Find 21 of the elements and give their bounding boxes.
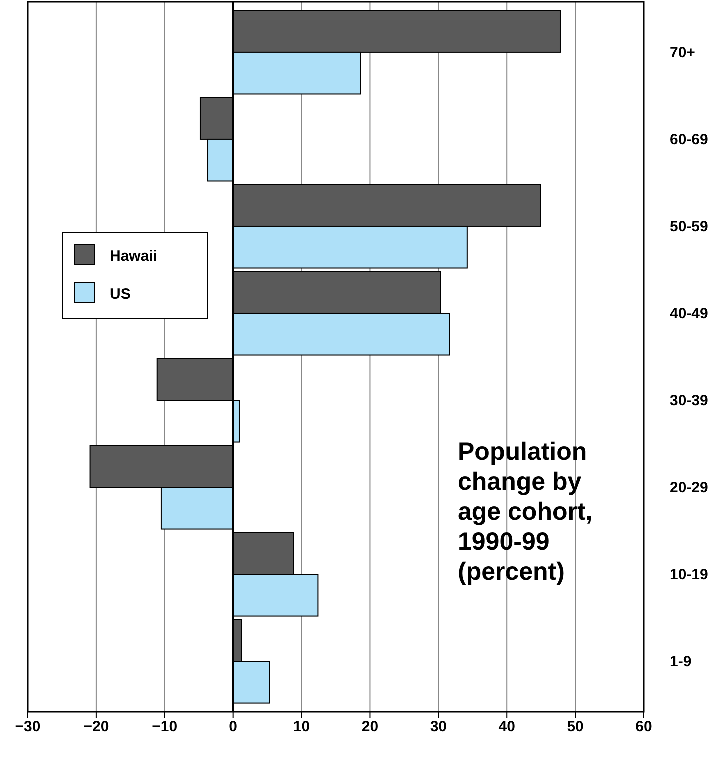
- y-tick-label: 20-29: [670, 479, 708, 496]
- legend-label: Hawaii: [110, 248, 158, 265]
- text: Population change by age cohort, 1990-99 (percent): [458, 438, 593, 586]
- y-tick-label: 60-69: [670, 131, 708, 148]
- x-tick-label: 60: [636, 718, 652, 736]
- y-tick-label: 70+: [670, 44, 696, 62]
- y-tick-label: 40-49: [670, 305, 708, 322]
- x-tick-label: 30: [430, 718, 448, 736]
- x-tick-label: −10: [152, 718, 178, 736]
- x-tick-label: −20: [84, 718, 110, 736]
- y-tick-label: 30-39: [670, 392, 708, 410]
- x-tick-label: −30: [15, 718, 41, 736]
- legend-label: US: [110, 286, 131, 303]
- x-tick-label: 10: [293, 718, 310, 736]
- x-tick-label: 0: [229, 718, 238, 736]
- x-tick-label: 40: [498, 718, 516, 736]
- y-tick-label: 10-19: [670, 566, 708, 584]
- y-tick-label: 50-59: [670, 218, 708, 236]
- x-tick-label: 50: [567, 718, 584, 736]
- y-tick-label: 1-9: [670, 653, 692, 670]
- x-tick-label: 20: [362, 718, 379, 736]
